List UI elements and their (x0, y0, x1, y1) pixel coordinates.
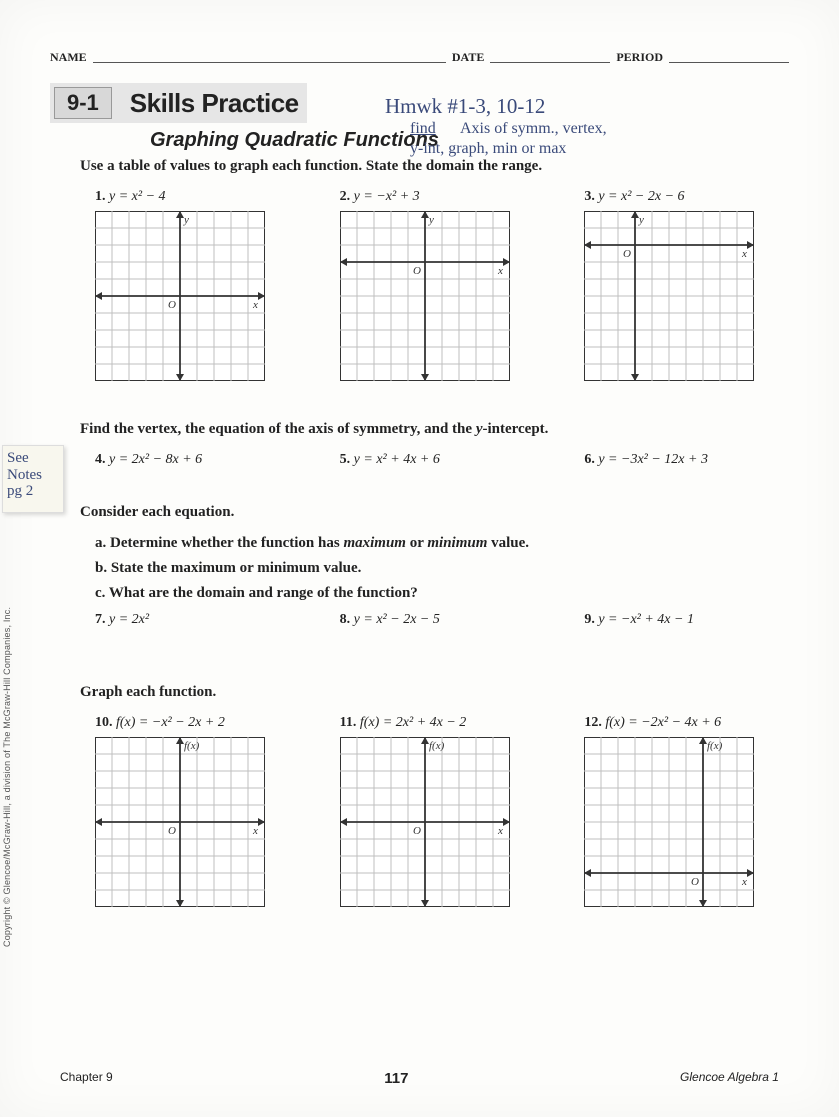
problem-2: 2. y = −x² + 3 y x O (340, 189, 545, 381)
svg-text:O: O (168, 825, 176, 837)
copyright: Copyright © Glencoe/McGraw-Hill, a divis… (2, 607, 12, 947)
problem-2-label: 2. y = −x² + 3 (340, 189, 545, 205)
section4-row: 10. f(x) = −x² − 2x + 2 f(x) x O 11. f(x) … (95, 715, 789, 907)
section3-b: b. State the maximum or minimum value. (95, 560, 789, 577)
section1-row: 1. y = x² − 4 y x O 2. y = −x² + 3 y x O 3. … (95, 189, 789, 381)
footer: Chapter 9 117 Glencoe Algebra 1 (60, 1070, 779, 1087)
problem-5: 5. y = x² + 4x + 6 (340, 452, 545, 468)
section3-c: c. What are the domain and range of the … (95, 585, 789, 602)
svg-text:y: y (638, 214, 644, 226)
handwriting-line2b: Axis of symm., vertex, (460, 120, 607, 138)
svg-text:f(x): f(x) (707, 740, 723, 752)
svg-text:f(x): f(x) (429, 740, 445, 752)
date-blank (490, 50, 610, 63)
problem-4: 4. y = 2x² − 8x + 6 (95, 452, 300, 468)
problem-9: 9. y = −x² + 4x − 1 (584, 612, 789, 628)
problem-11-label: 11. f(x) = 2x² + 4x − 2 (340, 715, 545, 731)
svg-text:x: x (497, 265, 503, 277)
problem-10: 10. f(x) = −x² − 2x + 2 f(x) x O (95, 715, 300, 907)
grid-12: f(x) x O (584, 737, 789, 907)
section3-a: a. Determine whether the function has ma… (95, 535, 789, 552)
section2-row: 4. y = 2x² − 8x + 6 5. y = x² + 4x + 6 6… (95, 452, 789, 474)
name-label: NAME (50, 50, 87, 65)
problem-8: 8. y = x² − 2x − 5 (340, 612, 545, 628)
section3-row: 7. y = 2x² 8. y = x² − 2x − 5 9. y = −x²… (95, 612, 789, 634)
handwriting-line1: Hmwk #1-3, 10-12 (385, 94, 545, 118)
problem-3-label: 3. y = x² − 2x − 6 (584, 189, 789, 205)
footer-book: Glencoe Algebra 1 (680, 1070, 779, 1087)
problem-12-label: 12. f(x) = −2x² − 4x + 6 (584, 715, 789, 731)
period-label: PERIOD (616, 50, 663, 65)
worksheet-page: NAME DATE PERIOD 9-1 Skills Practice Gra… (0, 0, 839, 1117)
grid-2: y x O (340, 211, 545, 381)
footer-page: 117 (384, 1070, 408, 1087)
svg-text:f(x): f(x) (184, 740, 200, 752)
date-label: DATE (452, 50, 484, 65)
problem-6: 6. y = −3x² − 12x + 3 (584, 452, 789, 468)
svg-text:y: y (183, 214, 189, 226)
header-fields: NAME DATE PERIOD (50, 50, 789, 65)
grid-3: y x O (584, 211, 789, 381)
problem-1: 1. y = x² − 4 y x O (95, 189, 300, 381)
problem-12: 12. f(x) = −2x² − 4x + 6 f(x) x O (584, 715, 789, 907)
svg-text:O: O (413, 265, 421, 277)
footer-chapter: Chapter 9 (60, 1070, 113, 1087)
sticky-note: See Notes pg 2 (2, 445, 64, 513)
section1-instr: Use a table of values to graph each func… (80, 158, 789, 175)
problem-1-label: 1. y = x² − 4 (95, 189, 300, 205)
svg-text:y: y (428, 214, 434, 226)
problem-11: 11. f(x) = 2x² + 4x − 2 f(x) x O (340, 715, 545, 907)
svg-text:O: O (691, 876, 699, 888)
svg-text:x: x (252, 299, 258, 311)
svg-text:x: x (497, 825, 503, 837)
svg-text:O: O (413, 825, 421, 837)
problem-10-label: 10. f(x) = −x² − 2x + 2 (95, 715, 300, 731)
lesson-number: 9-1 (54, 87, 112, 119)
problem-3: 3. y = x² − 2x − 6 y x O (584, 189, 789, 381)
grid-10: f(x) x O (95, 737, 300, 907)
section4-instr: Graph each function. (80, 684, 789, 701)
name-blank (93, 50, 446, 63)
period-blank (669, 50, 789, 63)
svg-text:O: O (168, 299, 176, 311)
svg-text:O: O (623, 248, 631, 260)
svg-text:x: x (741, 248, 747, 260)
svg-text:x: x (252, 825, 258, 837)
svg-text:x: x (741, 876, 747, 888)
lesson-title: Skills Practice (130, 88, 299, 119)
lesson-box: 9-1 Skills Practice (50, 83, 307, 123)
grid-11: f(x) x O (340, 737, 545, 907)
grid-1: y x O (95, 211, 300, 381)
section3-instr: Consider each equation. (80, 504, 789, 521)
problem-7: 7. y = 2x² (95, 612, 300, 628)
handwriting-find: find (410, 120, 436, 138)
section2-instr: Find the vertex, the equation of the axi… (80, 421, 789, 438)
handwriting-line3: y-int, graph, min or max (410, 140, 566, 158)
